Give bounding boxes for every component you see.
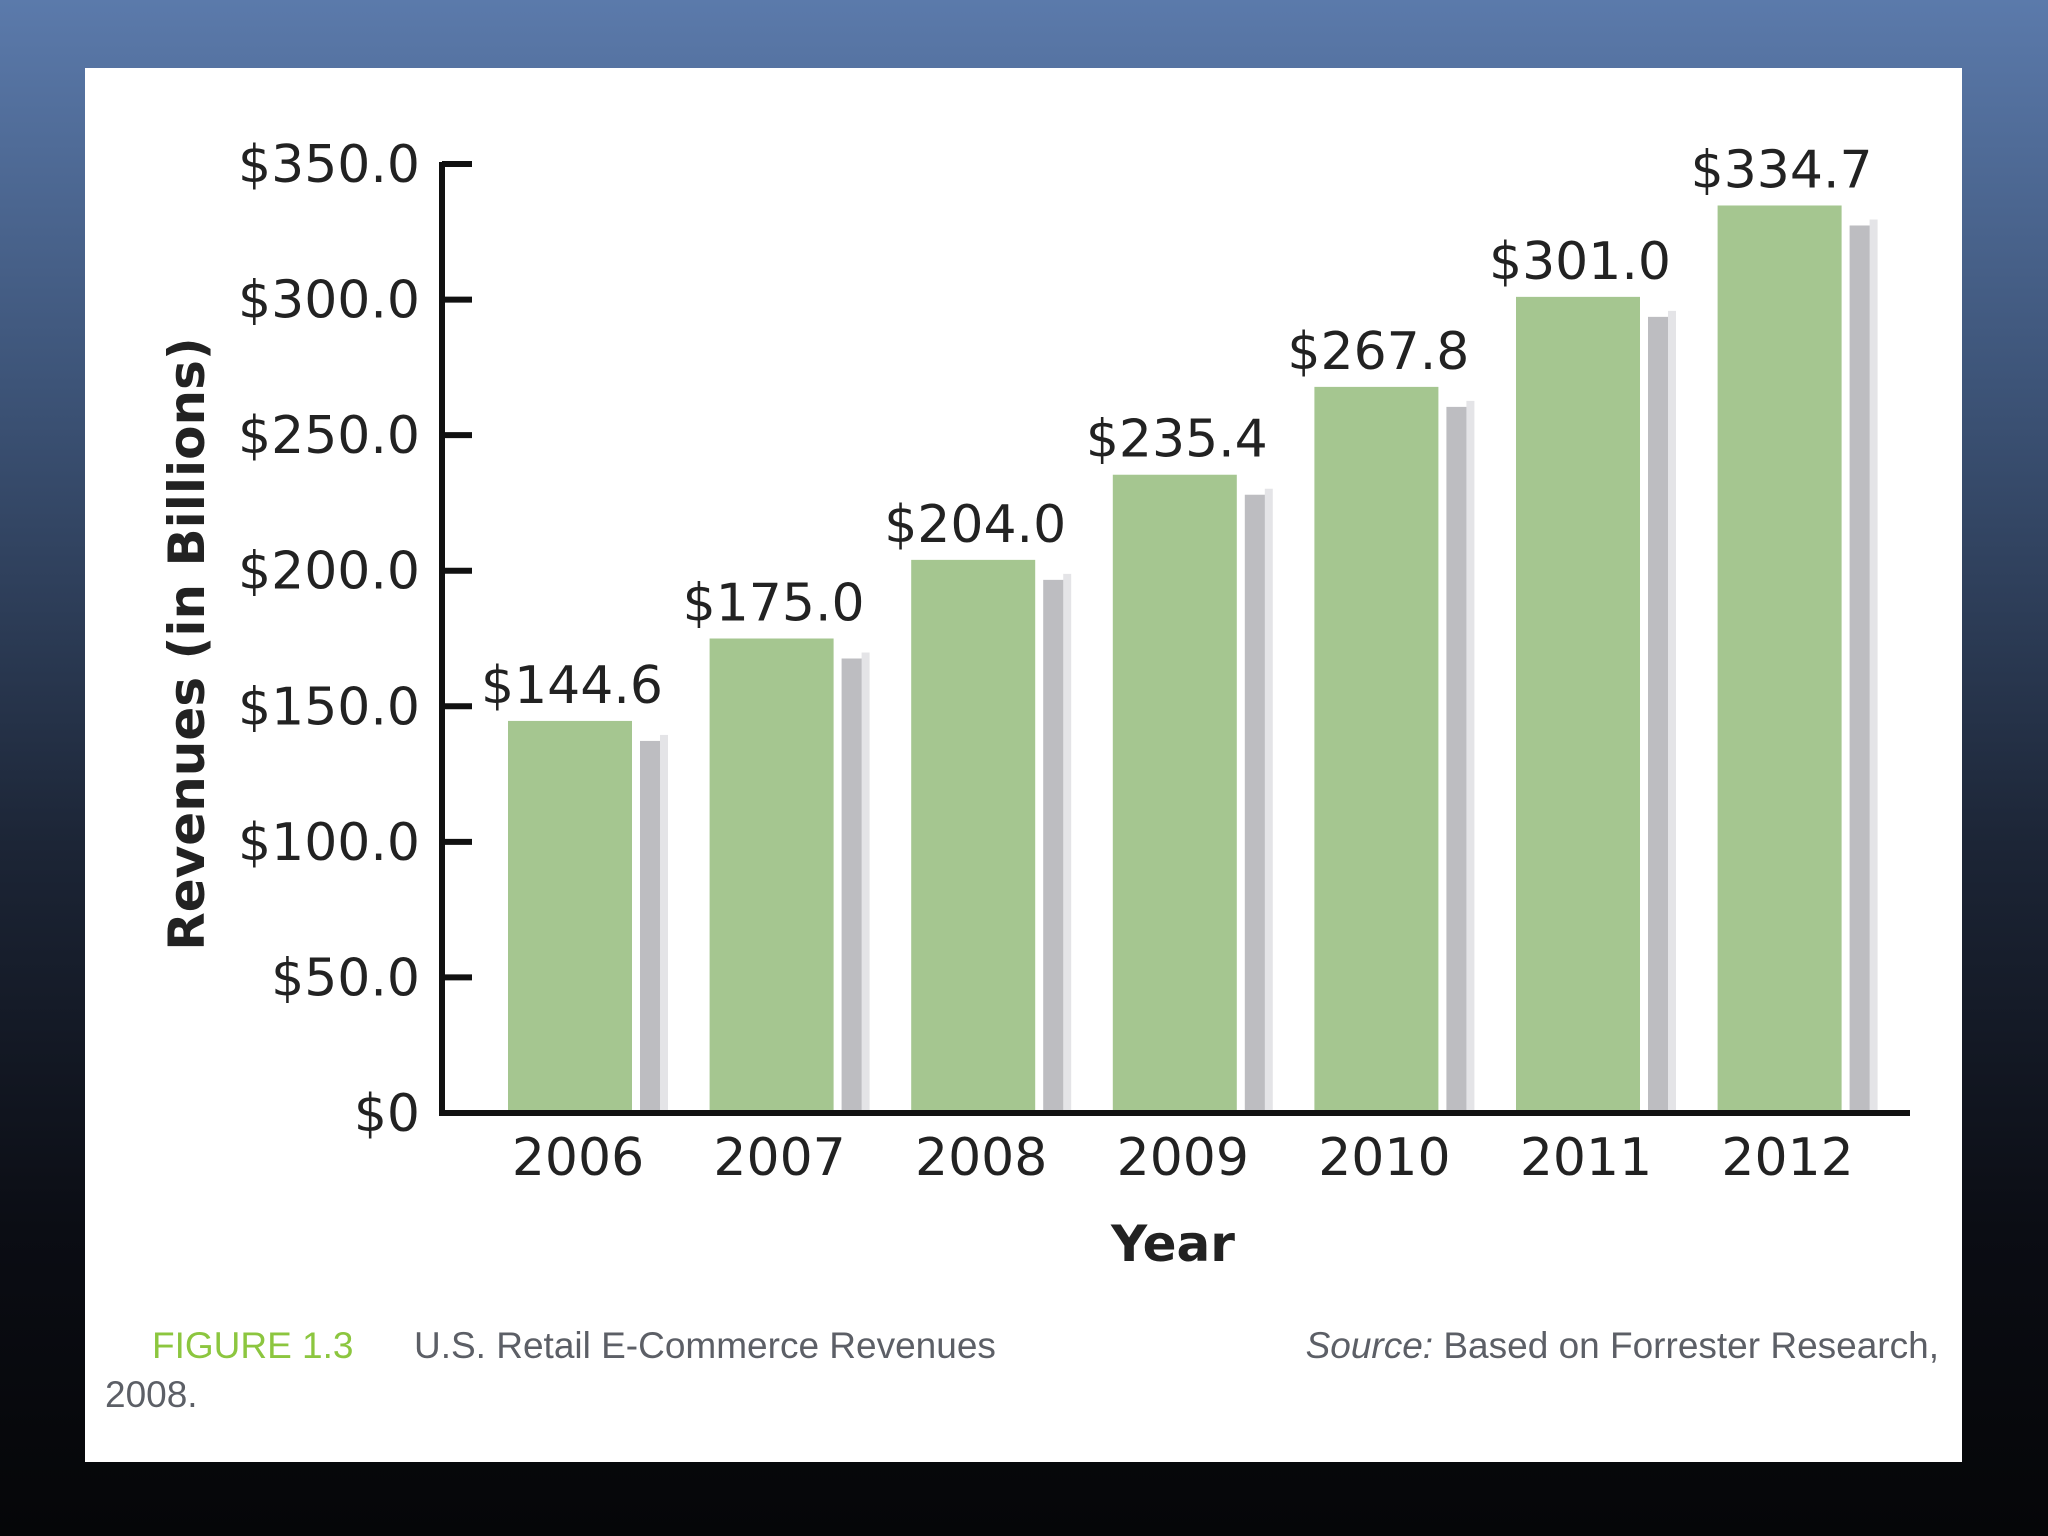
x-tick-label-2008: 2008 [915,1128,1047,1188]
data-label-2006: $144.6 [481,656,663,716]
y-axis-title: Revenues (in Billions) [158,337,216,950]
bars-layer [508,205,1878,1114]
figure-label: FIGURE 1.3 [152,1325,354,1366]
y-tick-label-150: $150.0 [238,677,420,737]
bar-2011 [1516,296,1640,1113]
data-label-2007: $175.0 [683,574,865,634]
bar-2012 [1717,205,1842,1113]
bar-2006 [508,720,632,1113]
figure-source: Source: Based on Forrester Research, [1306,1325,1939,1367]
bar-2008 [911,559,1036,1113]
bar-2007 [709,638,834,1113]
x-tick-label-2012: 2012 [1721,1128,1853,1188]
y-tick-label-100: $100.0 [238,813,420,873]
bar-shadow-edge-2010 [1466,400,1475,1114]
y-tick-label-250: $250.0 [238,406,420,466]
labels-layer: $144.6 2006 $175.0 2007 $204.0 2008 $235.4 2009… [238,135,1873,1188]
source-prefix: Source: [1305,1325,1434,1366]
data-label-2011: $301.0 [1489,232,1671,292]
bar-shadow-edge-2008 [1063,573,1072,1113]
bar-shadow-edge-2012 [1869,219,1878,1113]
bar-2010 [1314,386,1439,1114]
bar-2009 [1112,474,1237,1113]
x-tick-label-2007: 2007 [713,1128,845,1188]
x-tick-label-2009: 2009 [1117,1128,1249,1188]
figure-source-year: 2008. [105,1374,198,1415]
bar-shadow-edge-2007 [861,652,870,1113]
bar-shadow-edge-2006 [660,734,668,1113]
y-tick-label-350: $350.0 [238,135,420,195]
y-tick-label-50: $50.0 [271,948,420,1008]
bar-shadow-edge-2009 [1264,488,1273,1113]
y-tick-label-300: $300.0 [238,271,420,331]
axes-layer [439,161,1910,1116]
data-label-2010: $267.8 [1287,322,1469,382]
data-label-2009: $235.4 [1086,410,1268,470]
data-label-2012: $334.7 [1691,140,1873,200]
y-tick-label-200: $200.0 [238,542,420,602]
x-tick-label-2010: 2010 [1318,1128,1450,1188]
bar-shadow-edge-2011 [1668,310,1676,1113]
source-text: Based on Forrester Research, [1433,1325,1939,1366]
y-tick-label-0: $0 [354,1084,420,1144]
figure-title: U.S. Retail E-Commerce Revenues [414,1325,996,1366]
x-tick-label-2006: 2006 [512,1128,644,1188]
x-axis-title: Year [1110,1215,1235,1273]
data-label-2008: $204.0 [884,495,1066,555]
x-tick-label-2011: 2011 [1520,1128,1652,1188]
